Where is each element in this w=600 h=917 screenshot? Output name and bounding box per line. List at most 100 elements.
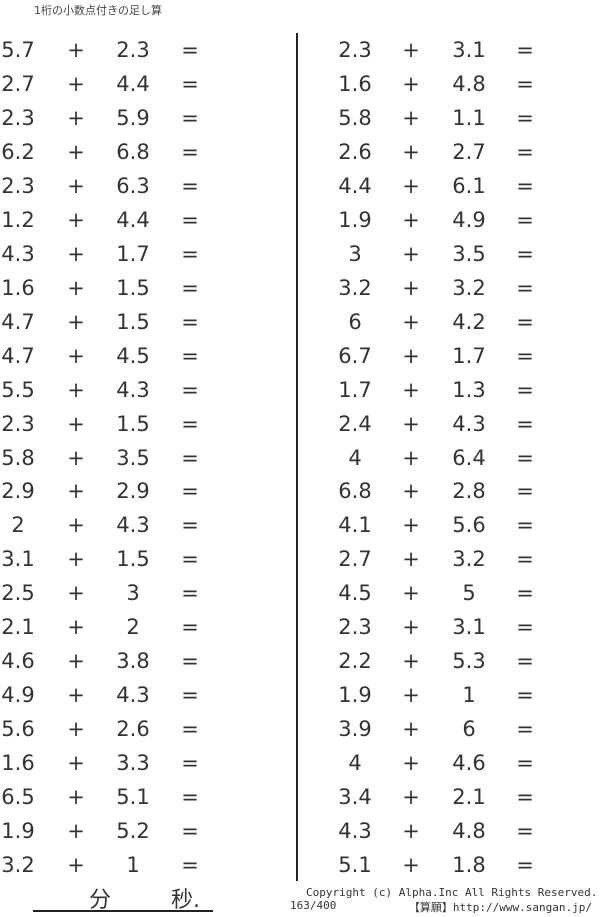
equals-sign: = — [181, 819, 199, 844]
addend-b: 5.1 — [116, 785, 150, 810]
problem-row: 4.7 +1.5 = — [0, 307, 240, 337]
addend-a: 6.7 — [338, 343, 372, 368]
problem-row: 3.2 +3.2 = — [0, 273, 534, 303]
plus-sign: + — [402, 207, 420, 232]
equals-sign: = — [181, 105, 199, 130]
problem-row: 3.1 +1.5 = — [0, 544, 240, 574]
problem-row: 4 +4.6 = — [0, 748, 533, 778]
plus-sign: + — [67, 853, 85, 878]
addend-a: 1.6 — [1, 275, 35, 300]
addend-b: 2.1 — [452, 785, 486, 810]
addend-b: 1.5 — [116, 309, 150, 334]
problem-row: 1.2 +4.4 = — [0, 205, 240, 235]
equals-sign: = — [516, 445, 534, 470]
problem-row: 2.5 +3 = — [0, 578, 240, 608]
addend-b: 2.6 — [116, 717, 150, 742]
plus-sign: + — [67, 71, 85, 96]
problem-row: 3.9 +6 = — [0, 714, 534, 744]
addend-a: 2.7 — [338, 547, 372, 572]
time-record-line: 分 秒. — [33, 884, 213, 913]
problem-row: 2.3 +3.1 = — [0, 612, 534, 642]
addend-a: 2.5 — [1, 581, 35, 606]
addend-a: 5.5 — [1, 377, 35, 402]
problem-row: 2.3 +3.1 = — [0, 35, 534, 65]
addend-a: 4 — [348, 751, 362, 776]
plus-sign: + — [67, 207, 85, 232]
addend-b: 5.3 — [452, 649, 486, 674]
addend-a: 2.7 — [1, 71, 35, 96]
addend-a: 2.1 — [1, 615, 35, 640]
addend-a: 1.9 — [338, 683, 372, 708]
equals-sign: = — [181, 717, 199, 742]
addend-b: 2 — [126, 615, 140, 640]
problem-row: 1.7 +1.3 = — [0, 375, 534, 405]
plus-sign: + — [402, 275, 420, 300]
addend-b: 3.5 — [116, 445, 150, 470]
equals-sign: = — [181, 309, 199, 334]
equals-sign: = — [516, 683, 534, 708]
addend-b: 3.5 — [452, 241, 486, 266]
copyright: Copyright (c) Alpha.Inc All Rights Reser… — [306, 886, 598, 899]
plus-sign: + — [67, 309, 85, 334]
addend-b: 4.8 — [452, 819, 486, 844]
plus-sign: + — [402, 479, 420, 504]
problem-row: 6.7 +1.7 = — [0, 341, 534, 371]
equals-sign: = — [181, 513, 199, 538]
addend-a: 1.6 — [1, 751, 35, 776]
addend-b: 5.9 — [116, 105, 150, 130]
addend-b: 4.9 — [452, 207, 486, 232]
addend-b: 4.8 — [452, 71, 486, 96]
problem-row: 4.3 +4.8 = — [0, 816, 534, 846]
plus-sign: + — [402, 173, 420, 198]
problem-row: 5.5 +4.3 = — [0, 375, 240, 405]
plus-sign: + — [402, 819, 420, 844]
plus-sign: + — [402, 377, 420, 402]
addend-b: 3 — [126, 581, 140, 606]
addend-a: 3.9 — [338, 717, 372, 742]
addend-b: 3.1 — [452, 38, 486, 62]
addend-b: 1.1 — [452, 105, 486, 130]
plus-sign: + — [402, 717, 420, 742]
problem-row: 2 +4.3 = — [0, 510, 240, 540]
problem-row: 3.2 +1 = — [0, 850, 240, 880]
addend-b: 1.3 — [452, 377, 486, 402]
column-divider — [296, 33, 298, 881]
equals-sign: = — [516, 241, 534, 266]
plus-sign: + — [67, 479, 85, 504]
plus-sign: + — [67, 717, 85, 742]
problem-row: 3.4 +2.1 = — [0, 782, 534, 812]
addend-b: 6.1 — [452, 173, 486, 198]
equals-sign: = — [181, 207, 199, 232]
minutes-label: 分 — [89, 888, 112, 913]
problem-row: 1.9 +4.9 = — [0, 205, 534, 235]
problem-row: 2.3 +5.9 = — [0, 103, 240, 133]
addend-a: 1.7 — [338, 377, 372, 402]
equals-sign: = — [516, 853, 534, 878]
addend-a: 4.9 — [1, 683, 35, 708]
addend-b: 1.5 — [116, 275, 150, 300]
problem-row: 2.7 +4.4 = — [0, 69, 240, 99]
equals-sign: = — [516, 275, 534, 300]
problem-row: 1.9 +1 = — [0, 680, 534, 710]
plus-sign: + — [67, 615, 85, 640]
equals-sign: = — [181, 241, 199, 266]
plus-sign: + — [67, 411, 85, 436]
seconds-label: 秒. — [171, 888, 200, 913]
plus-sign: + — [402, 853, 420, 878]
addend-b: 6 — [462, 717, 476, 742]
addend-b: 4.3 — [116, 683, 150, 708]
addend-b: 5 — [462, 581, 476, 606]
addend-a: 1.2 — [1, 207, 35, 232]
problem-row: 3 +3.5 = — [0, 239, 533, 269]
plus-sign: + — [402, 785, 420, 810]
plus-sign: + — [67, 241, 85, 266]
addend-b: 6.4 — [452, 445, 486, 470]
equals-sign: = — [181, 139, 199, 164]
addend-a: 4.4 — [338, 173, 372, 198]
plus-sign: + — [402, 139, 420, 164]
problem-row: 4.7 +4.5 = — [0, 341, 240, 371]
addend-b: 6.8 — [116, 139, 150, 164]
addend-a: 5.8 — [1, 445, 35, 470]
plus-sign: + — [67, 445, 85, 470]
equals-sign: = — [181, 615, 199, 640]
